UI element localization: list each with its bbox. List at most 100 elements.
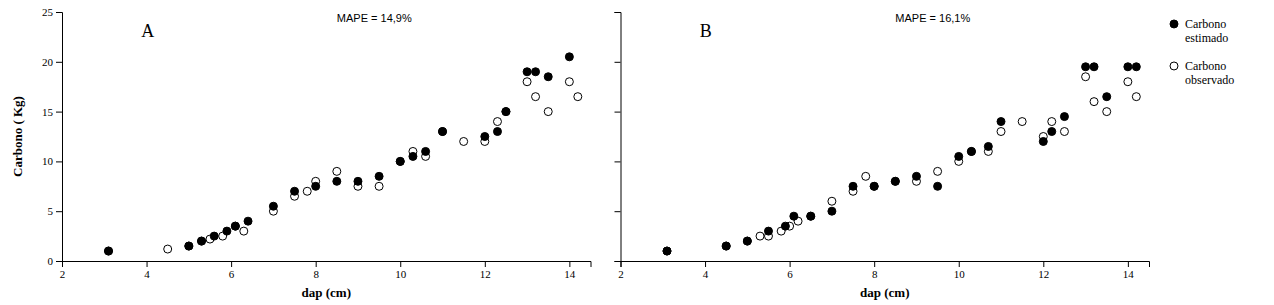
x-tick: 8 [872,261,878,280]
point [231,222,239,230]
plot-area [105,53,582,255]
x-tick-mark [1043,261,1044,267]
point [912,172,920,180]
point-open [1082,73,1090,81]
x-tick: 14 [564,261,576,280]
y-tick: 0 [48,255,63,267]
series [105,78,582,255]
x-tick: 4 [703,261,709,280]
x-tick-label: 8 [872,268,878,280]
point [333,177,341,185]
x-tick-mark [959,261,960,267]
y-tick-mark [56,211,62,212]
series [105,53,574,255]
y-axis-title: Carbono ( Kg) [10,96,25,177]
x-tick: 6 [229,261,235,280]
point [312,182,320,190]
point-open [663,247,671,255]
point [984,142,992,150]
point-open [532,93,540,101]
panel: 2468101214BMAPE = 16,1%dap (cm)Carbonoes… [615,12,1235,300]
x-tick-mark [790,261,791,267]
point [544,73,552,81]
series [663,63,1140,255]
point-open [198,237,206,245]
y-tick [615,261,621,262]
y-tick-label: 5 [48,205,54,217]
point [481,133,489,141]
x-axis-title: dap (cm) [302,285,351,300]
point-open [544,108,552,116]
point [269,202,277,210]
x-tick-label: 4 [703,268,709,280]
x-tick-label: 10 [954,268,966,280]
panel: 24681012140510152025AMAPE = 14,9%dap (cm… [10,6,591,300]
y-tick: 10 [42,155,62,167]
y-tick-label: 25 [42,6,54,18]
point [1103,93,1111,101]
x-tick-label: 2 [618,268,624,280]
y-tick-mark [615,12,621,13]
x-axis-line [621,262,1150,268]
legend-marker [1170,20,1178,28]
point-open [997,128,1005,136]
y-tick-mark [56,161,62,162]
x-tick: 6 [787,261,793,280]
point [743,237,751,245]
point [849,182,857,190]
x-tick-label: 10 [395,268,407,280]
x-tick: 4 [144,261,150,280]
x-tick: 12 [480,261,491,280]
legend-entry: Carbonoestimado [1170,17,1228,45]
y-tick [615,12,621,13]
point-open [574,93,582,101]
y-tick: 15 [42,106,62,118]
y-tick-mark [615,62,621,63]
x-tick-mark [400,261,401,267]
point [210,232,218,240]
legend-entry: Carbonoobservado [1170,59,1234,87]
point [439,128,447,136]
panel-title: A [141,21,154,41]
x-tick: 14 [1123,261,1135,280]
point-open [439,128,447,136]
x-tick-label: 6 [787,268,793,280]
point-open [164,245,172,253]
plot-area [663,63,1140,255]
point [1132,63,1140,71]
y-tick-mark [56,62,62,63]
point-open [807,212,815,220]
x-tick: 12 [1038,261,1049,280]
point [198,237,206,245]
point [1090,63,1098,71]
point [105,247,113,255]
point-open [502,108,510,116]
point-open [891,177,899,185]
point [502,108,510,116]
point-open [756,232,764,240]
x-axis-line [63,262,592,268]
legend-marker [1170,62,1178,70]
point-open [240,227,248,235]
point-open [185,242,193,250]
y-tick [615,211,621,212]
y-tick-mark [615,211,621,212]
x-tick-label: 12 [1038,268,1049,280]
x-tick: 2 [618,261,624,280]
point [891,177,899,185]
y-tick-mark [56,261,62,262]
point [185,242,193,250]
y-tick: 5 [48,205,63,217]
point-open [862,172,870,180]
point-open [1018,118,1026,126]
y-tick-mark [56,112,62,113]
x-tick: 2 [60,261,66,280]
y-tick-mark [615,161,621,162]
point [790,212,798,220]
point [870,182,878,190]
point-open [1090,98,1098,106]
point-open [303,187,311,195]
point [663,247,671,255]
point-open [934,167,942,175]
x-tick: 10 [954,261,966,280]
